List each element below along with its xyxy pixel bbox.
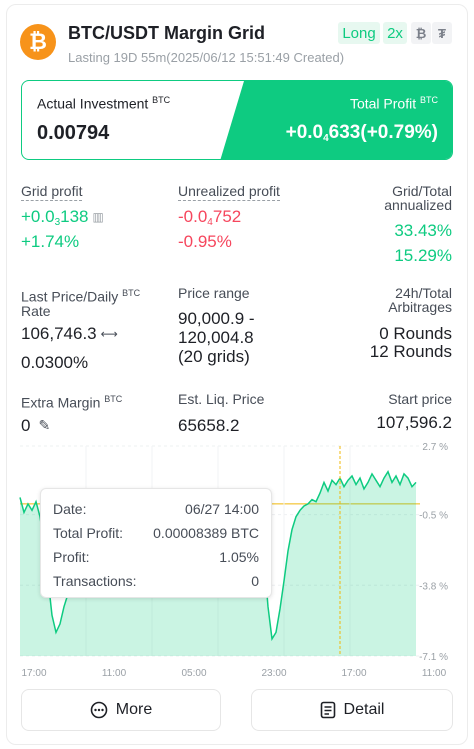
actual-investment-value: 0.00794 bbox=[37, 122, 110, 144]
unrealized-profit-label[interactable]: Unrealized profit bbox=[178, 183, 280, 201]
total-profit-value: +0.04633(+0.79%) bbox=[285, 122, 438, 144]
extra-margin-label: Extra Margin BTC bbox=[21, 394, 123, 411]
chart-y-tick-label: -7.1 % bbox=[419, 652, 448, 663]
total-profit-label: Total Profit BTC bbox=[349, 95, 438, 112]
est-liq-price-value: 65658.2 bbox=[178, 416, 240, 435]
detail-button-label: Detail bbox=[343, 701, 385, 718]
est-liq-price-label: Est. Liq. Price bbox=[178, 391, 265, 407]
extra-margin-value: 0 ✎ bbox=[21, 416, 51, 435]
page-title: BTC/USDT Margin Grid bbox=[68, 23, 265, 43]
lasting-duration: Lasting 19D 55m(2025/06/12 15:51:49 Crea… bbox=[68, 50, 345, 65]
unrealized-profit-value: -0.04752 bbox=[178, 207, 242, 228]
chart-x-tick-label: 11:00 bbox=[102, 668, 127, 679]
grid-annualized-value: 33.43% bbox=[394, 221, 452, 240]
price-link-icon[interactable]: ⟷ bbox=[100, 327, 118, 341]
last-price-label: Last Price/Daily BTC Rate bbox=[21, 288, 141, 319]
annualized-label: Grid/Total annualized bbox=[384, 183, 452, 213]
direction-badge: Long bbox=[338, 22, 380, 44]
price-range-label: Price range bbox=[178, 285, 250, 301]
chart-x-tick-label: 05:00 bbox=[181, 668, 206, 679]
chart-x-tick-label: 23:00 bbox=[261, 668, 286, 679]
grid-profit-info-icon[interactable]: ▥ bbox=[92, 210, 104, 224]
btc-margin-icon: ₿ bbox=[411, 22, 431, 44]
grid-profit-percent: +1.74% bbox=[21, 232, 80, 251]
document-icon bbox=[320, 701, 335, 719]
start-price-label: Start price bbox=[388, 391, 452, 407]
edit-margin-icon[interactable]: ✎ bbox=[38, 417, 51, 433]
chart-y-tick-label: -0.5 % bbox=[419, 511, 448, 522]
profit-panel-background bbox=[220, 81, 452, 159]
price-range-value: 90,000.9 -120,004.8 (20 grids) bbox=[178, 309, 255, 366]
grid-profit-label[interactable]: Grid profit bbox=[21, 183, 83, 201]
arbitrages-24h-value: 0 Rounds bbox=[379, 324, 452, 343]
chart-y-tick-label: 2.7 % bbox=[422, 442, 448, 453]
chart-x-tick-label: 17:00 bbox=[21, 668, 46, 679]
tooltip-transactions-row: Transactions: 0 bbox=[53, 573, 259, 589]
leverage-badge: 2x bbox=[383, 22, 407, 44]
start-price-value: 107,596.2 bbox=[376, 413, 452, 432]
total-annualized-value: 15.29% bbox=[394, 246, 452, 265]
more-dots-icon bbox=[90, 701, 108, 719]
usdt-margin-icon: ₮ bbox=[432, 22, 452, 44]
daily-rate-value: 0.0300% bbox=[21, 353, 89, 372]
detail-button[interactable]: Detail bbox=[251, 689, 453, 731]
chart-y-tick-label: -3.8 % bbox=[419, 581, 448, 592]
actual-investment-label: Actual Investment BTC bbox=[37, 95, 171, 112]
chart-tooltip: Date: 06/27 14:00 Total Profit: 0.00008389… bbox=[40, 488, 272, 598]
more-button[interactable]: More bbox=[21, 689, 221, 731]
arbitrages-label: 24h/Total Arbitrages bbox=[388, 285, 452, 315]
investment-profit-panel: Actual Investment BTC 0.00794 Total Prof… bbox=[21, 80, 453, 160]
arbitrages-total-value: 12 Rounds bbox=[369, 342, 452, 361]
more-button-label: More bbox=[115, 701, 153, 718]
chart-x-tick-label: 11:00 bbox=[422, 668, 447, 679]
tooltip-profit-row: Profit: 1.05% bbox=[53, 549, 259, 565]
unrealized-profit-percent: -0.95% bbox=[178, 232, 232, 251]
tooltip-total-profit-row: Total Profit: 0.00008389 BTC bbox=[53, 525, 259, 541]
last-price-value: 106,746.3 ⟷ bbox=[21, 324, 118, 343]
grid-profit-value: +0.03138 ▥ bbox=[21, 207, 104, 228]
tooltip-date-row: Date: 06/27 14:00 bbox=[53, 501, 259, 517]
btc-coin-icon: ₿ bbox=[20, 24, 56, 60]
chart-x-tick-label: 17:00 bbox=[341, 668, 366, 679]
